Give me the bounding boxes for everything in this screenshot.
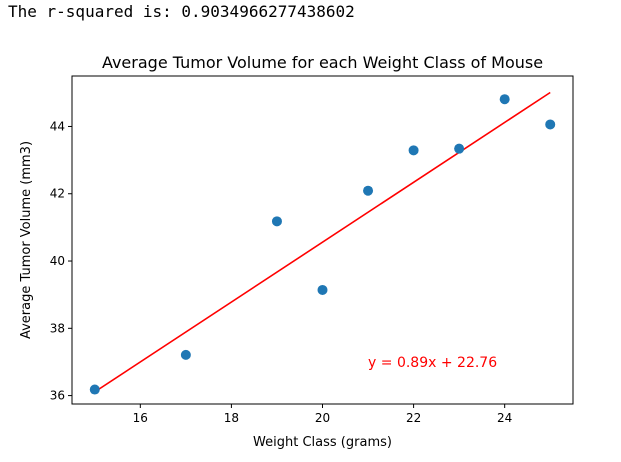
- data-point: [89, 384, 100, 395]
- x-tick-label: 16: [133, 411, 148, 425]
- r-squared-output: The r-squared is: 0.9034966277438602: [8, 2, 355, 21]
- x-tick-label: 18: [224, 411, 239, 425]
- y-tick-label: 40: [50, 254, 65, 268]
- x-tick-label: 24: [497, 411, 512, 425]
- data-point: [363, 185, 374, 196]
- data-point: [545, 119, 556, 130]
- y-tick-label: 38: [50, 321, 65, 335]
- data-point: [317, 284, 328, 295]
- y-tick-label: 36: [50, 389, 65, 403]
- chart-title: Average Tumor Volume for each Weight Cla…: [102, 53, 543, 72]
- y-tick-label: 44: [50, 119, 65, 133]
- data-point: [499, 94, 510, 105]
- data-point: [271, 216, 282, 227]
- regression-line: [94, 91, 551, 393]
- y-axis-label: Average Tumor Volume (mm3): [19, 141, 34, 339]
- data-point: [180, 349, 191, 360]
- data-point: [408, 145, 419, 156]
- x-axis-label: Weight Class (grams): [253, 435, 392, 450]
- x-tick-label: 22: [406, 411, 421, 425]
- regression-equation: y = 0.89x + 22.76: [368, 355, 497, 371]
- data-point: [454, 143, 465, 154]
- plot-frame: [71, 75, 574, 405]
- y-tick-label: 42: [50, 187, 65, 201]
- x-tick-label: 20: [315, 411, 330, 425]
